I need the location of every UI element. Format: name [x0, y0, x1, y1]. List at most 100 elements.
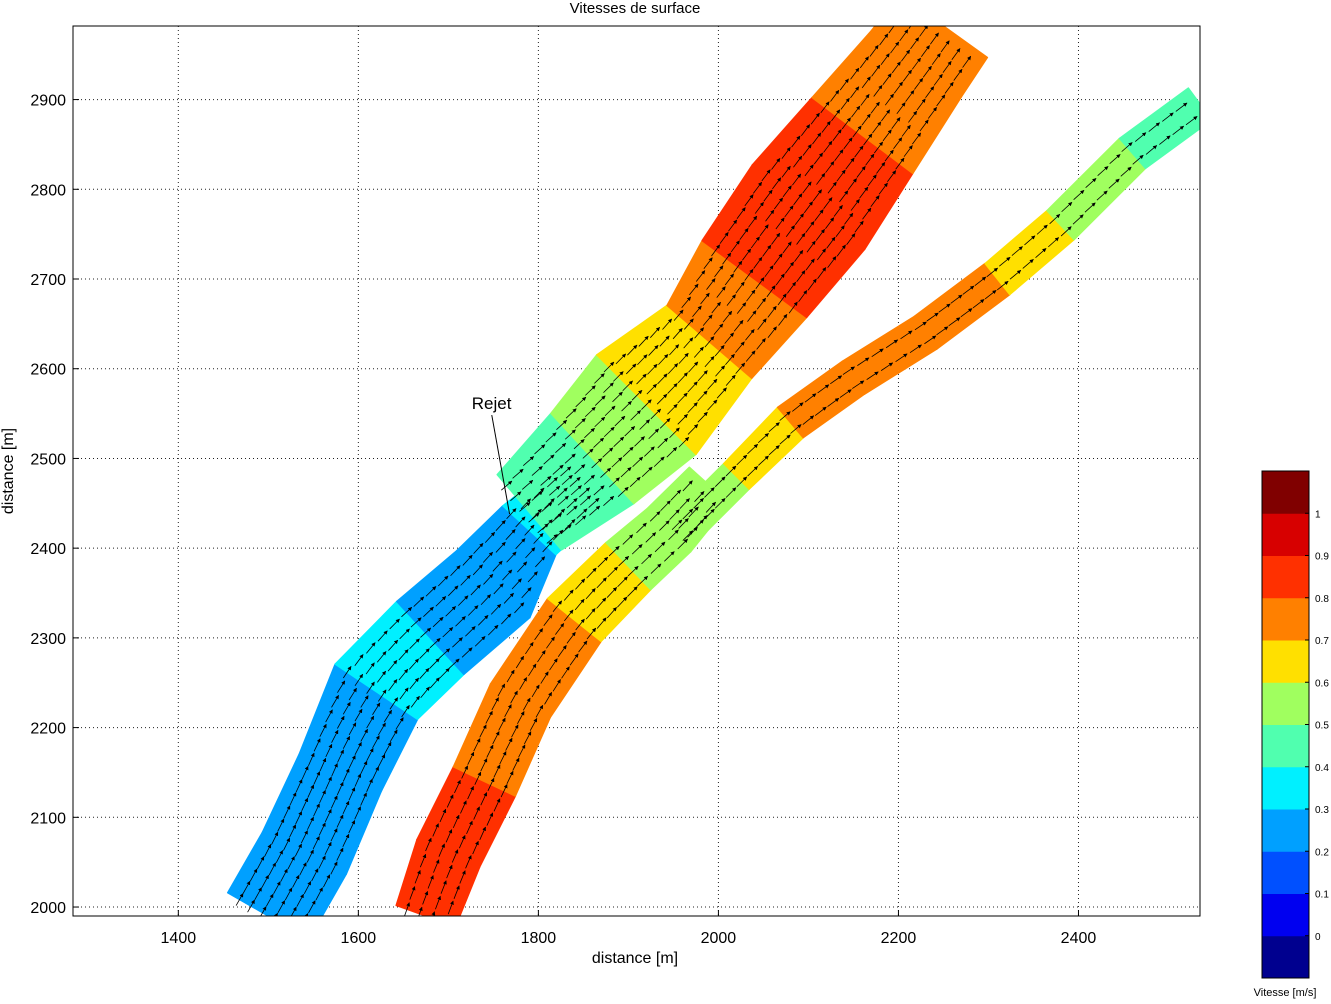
velocity-arrow: [719, 232, 729, 244]
velocity-arrow: [439, 668, 450, 679]
velocity-arrow: [714, 498, 726, 509]
velocity-arrow: [594, 395, 606, 406]
velocity-arrow: [756, 338, 766, 350]
velocity-arrow: [295, 811, 303, 825]
velocity-arrow: [545, 432, 557, 443]
velocity-arrow: [637, 575, 648, 587]
velocity-arrow: [505, 529, 516, 541]
velocity-arrow: [264, 843, 272, 857]
velocity-arrow: [779, 434, 791, 445]
velocity-arrow: [515, 516, 526, 528]
velocity-arrow: [324, 808, 332, 823]
velocity-arrow: [299, 862, 307, 876]
velocity-arrow: [366, 681, 375, 694]
velocity-arrow: [908, 26, 912, 29]
colorbar-swatch: [1262, 640, 1309, 683]
velocity-arrow: [827, 256, 837, 268]
velocity-arrow: [796, 232, 806, 245]
velocity-arrow: [649, 326, 660, 338]
velocity-arrow: [778, 314, 788, 326]
velocity-arrow: [960, 308, 973, 318]
velocity-arrow: [733, 260, 743, 273]
velocity-arrow: [613, 371, 624, 382]
velocity-arrow: [307, 784, 315, 798]
velocity-arrow: [360, 792, 367, 806]
velocity-arrow: [933, 73, 943, 86]
velocity-arrow: [348, 820, 356, 834]
velocity-arrow: [724, 273, 734, 286]
velocity-arrow: [784, 205, 794, 218]
velocity-arrow: [825, 161, 835, 173]
velocity-arrow: [348, 687, 357, 701]
velocity-arrow: [801, 124, 811, 136]
velocity-arrow: [629, 476, 641, 487]
velocity-arrow: [534, 444, 546, 455]
velocity-arrow: [617, 576, 628, 588]
velocity-arrow: [325, 743, 333, 758]
velocity-arrow: [247, 899, 255, 913]
velocity-arrow: [479, 826, 486, 840]
velocity-arrow: [974, 276, 987, 286]
velocity-arrow: [454, 779, 461, 794]
velocity-arrow: [459, 870, 466, 884]
velocity-arrow: [366, 748, 374, 762]
velocity-arrow: [757, 318, 767, 330]
velocity-arrow: [579, 495, 591, 506]
colorbar-swatch: [1262, 513, 1309, 556]
velocity-arrow: [936, 326, 949, 336]
y-tick-label: 2700: [30, 272, 66, 289]
velocity-arrow: [427, 875, 434, 889]
velocity-arrow: [996, 280, 1009, 291]
velocity-arrow: [791, 135, 801, 148]
velocity-arrow: [249, 868, 258, 882]
velocity-arrow: [555, 623, 565, 635]
velocity-arrow: [704, 487, 715, 498]
velocity-arrow: [893, 137, 903, 150]
velocity-arrow: [514, 602, 525, 614]
velocity-arrow: [706, 278, 716, 290]
y-tick-label: 2100: [30, 810, 66, 827]
rejet-annotation: Rejet: [472, 394, 512, 515]
colorbar-tick-label: 0.7: [1315, 636, 1329, 647]
velocity-arrow: [473, 738, 481, 752]
velocity-arrow: [603, 361, 615, 373]
velocity-arrow: [914, 77, 924, 90]
velocity-arrow: [354, 654, 364, 666]
velocity-arrow: [1109, 154, 1121, 164]
velocity-arrow: [771, 158, 781, 170]
velocity-arrow: [490, 603, 502, 615]
velocity-arrow: [564, 609, 574, 622]
velocity-arrow: [891, 61, 901, 74]
velocity-arrow: [438, 843, 445, 857]
velocity-arrow: [664, 551, 675, 562]
velocity-arrow: [1060, 226, 1072, 237]
velocity-arrow: [588, 497, 600, 508]
velocity-arrow: [860, 94, 870, 106]
velocity-arrow: [631, 389, 643, 401]
velocity-arrow: [772, 177, 782, 190]
velocity-arrow: [714, 345, 725, 357]
velocity-arrow: [480, 758, 488, 772]
velocity-arrow: [850, 67, 860, 80]
colorbar-tick-label: 0.6: [1315, 678, 1329, 689]
velocity-arrow: [372, 735, 380, 749]
velocity-arrow: [794, 250, 804, 262]
velocity-arrow: [827, 181, 837, 194]
velocity-arrow: [682, 480, 693, 492]
velocity-arrow: [492, 560, 503, 572]
velocity-arrow: [759, 224, 769, 237]
velocity-arrow: [506, 551, 517, 563]
velocity-arrow: [862, 207, 872, 220]
velocity-arrow: [439, 648, 451, 659]
velocity-arrow: [525, 547, 536, 559]
velocity-arrow: [641, 553, 652, 565]
velocity-arrow: [881, 109, 891, 122]
velocity-arrow: [518, 744, 526, 758]
velocity-arrow: [594, 373, 605, 384]
velocity-arrow: [962, 55, 972, 68]
velocity-arrow: [916, 98, 926, 111]
velocity-arrow: [622, 446, 634, 457]
velocity-arrow: [510, 491, 522, 502]
velocity-arrow: [697, 370, 708, 382]
velocity-arrow: [895, 157, 905, 170]
